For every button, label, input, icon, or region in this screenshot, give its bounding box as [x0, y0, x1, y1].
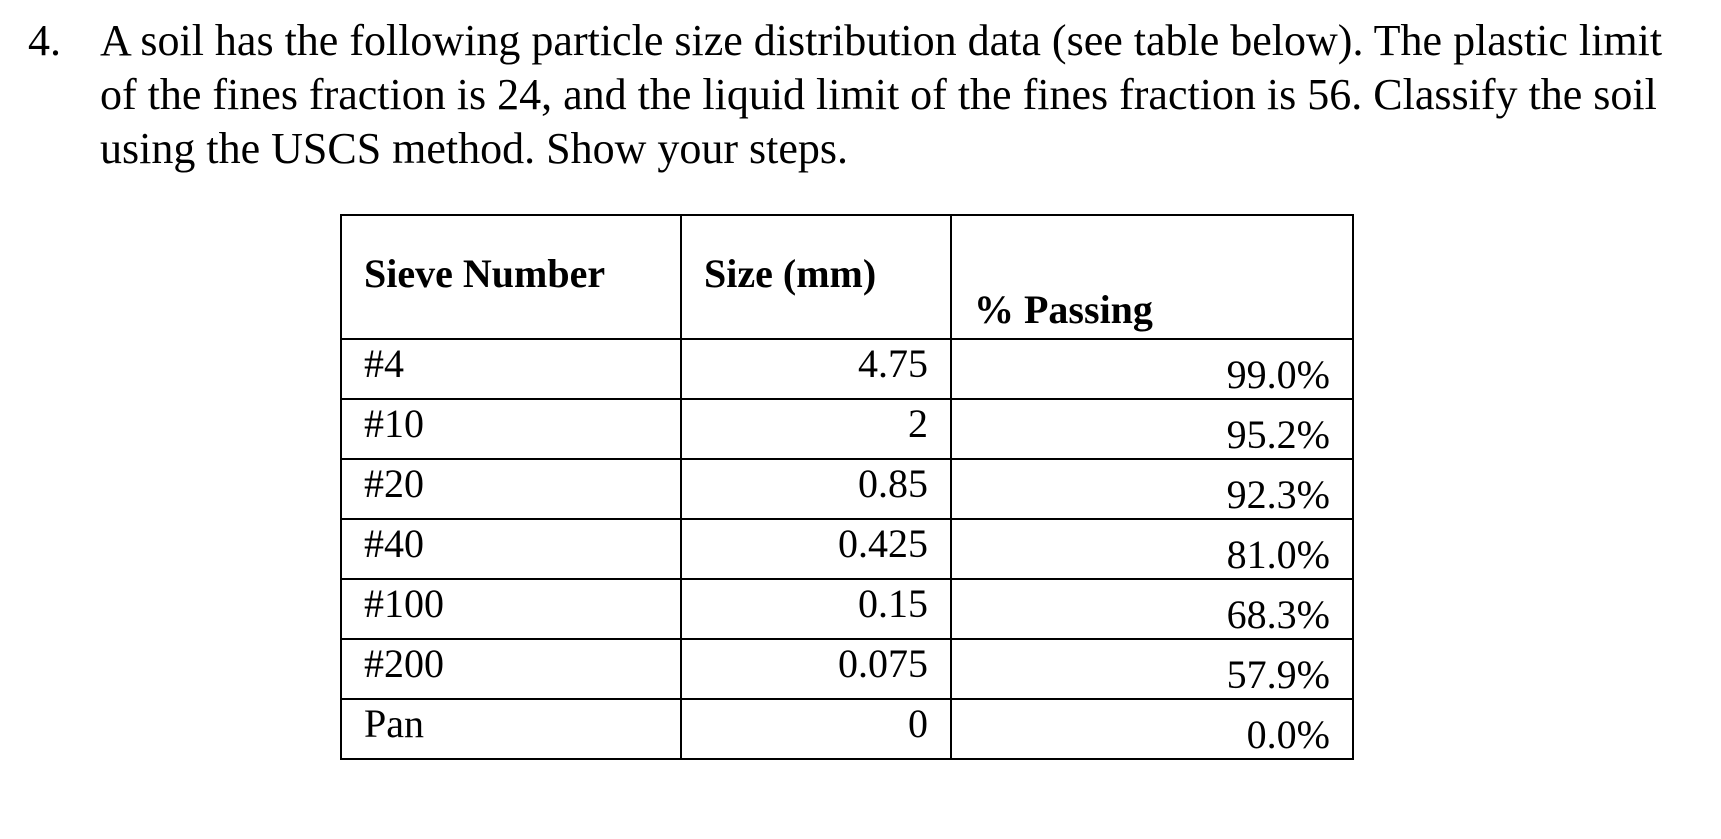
sieve-cell: #200 — [340, 638, 682, 700]
sieve-cell: #10 — [340, 398, 682, 460]
sieve-cell: Pan — [340, 698, 682, 760]
table-header-row: Sieve Number Size (mm) % Passing — [340, 214, 1354, 340]
header-size-mm: Size (mm) — [680, 214, 952, 340]
question-line: A soil has the following particle size d… — [100, 16, 1663, 65]
size-cell: 0.425 — [680, 518, 952, 580]
table-row: #200 0.075 57.9% — [340, 638, 1354, 700]
passing-cell: 0.0% — [950, 698, 1354, 760]
table-row: #40 0.425 81.0% — [340, 518, 1354, 580]
question-number: 4. — [28, 16, 61, 65]
sieve-cell: #4 — [340, 338, 682, 400]
table-row: #10 2 95.2% — [340, 398, 1354, 460]
size-cell: 0.85 — [680, 458, 952, 520]
sieve-cell: #40 — [340, 518, 682, 580]
size-cell: 0.075 — [680, 638, 952, 700]
passing-cell: 68.3% — [950, 578, 1354, 640]
size-cell: 2 — [680, 398, 952, 460]
passing-cell: 57.9% — [950, 638, 1354, 700]
question-block: 4. A soil has the following particle siz… — [28, 14, 1718, 176]
table-row: Pan 0 0.0% — [340, 698, 1354, 760]
header-sieve-number: Sieve Number — [340, 214, 682, 340]
table-row: #100 0.15 68.3% — [340, 578, 1354, 640]
passing-cell: 95.2% — [950, 398, 1354, 460]
table-row: #20 0.85 92.3% — [340, 458, 1354, 520]
sieve-cell: #100 — [340, 578, 682, 640]
size-cell: 0 — [680, 698, 952, 760]
question-line: using the USCS method. Show your steps. — [100, 124, 849, 173]
sieve-table-container: Sieve Number Size (mm) % Passing #4 4.75… — [340, 214, 1354, 760]
size-cell: 4.75 — [680, 338, 952, 400]
header-percent-passing: % Passing — [950, 214, 1354, 340]
sieve-analysis-table: Sieve Number Size (mm) % Passing #4 4.75… — [340, 214, 1354, 760]
question-text: A soil has the following particle size d… — [100, 14, 1700, 176]
sieve-cell: #20 — [340, 458, 682, 520]
passing-cell: 99.0% — [950, 338, 1354, 400]
size-cell: 0.15 — [680, 578, 952, 640]
passing-cell: 92.3% — [950, 458, 1354, 520]
question-line: of the fines fraction is 24, and the liq… — [100, 70, 1657, 119]
passing-cell: 81.0% — [950, 518, 1354, 580]
table-row: #4 4.75 99.0% — [340, 338, 1354, 400]
